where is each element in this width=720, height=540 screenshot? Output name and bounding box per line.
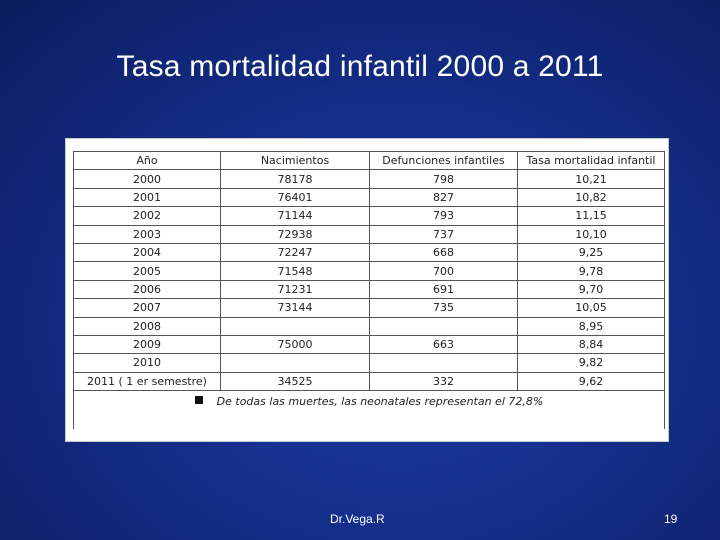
- cell-births: 72247: [220, 242, 370, 263]
- cell-year: 2011 ( 1 er semestre): [73, 371, 221, 392]
- header-births: Nacimientos: [220, 150, 370, 171]
- header-deaths: Defunciones infantiles: [369, 150, 518, 171]
- cell-deaths: 663: [369, 334, 518, 355]
- blank-row: [73, 411, 665, 430]
- table-row: 2004 72247 668 9,25: [73, 242, 665, 263]
- note-text: De todas las muertes, las neonatales rep…: [216, 394, 544, 408]
- slide-title: Tasa mortalidad infantil 2000 a 2011: [116, 50, 604, 83]
- cell-rate: 9,62: [517, 371, 665, 392]
- cell-rate: 8,84: [517, 334, 665, 355]
- note-row: De todas las muertes, las neonatales rep…: [73, 390, 665, 412]
- cell-year: 2007: [73, 298, 221, 318]
- table-row: 2009 75000 663 8,84: [73, 334, 665, 355]
- cell-births: 71548: [220, 261, 370, 281]
- cell-births: [220, 316, 370, 336]
- cell-deaths: 798: [369, 169, 518, 189]
- cell-deaths: 700: [369, 261, 518, 281]
- cell-year: 2000: [73, 169, 221, 189]
- cell-rate: 10,10: [517, 224, 665, 244]
- cell-year: 2009: [73, 334, 221, 355]
- cell-rate: 9,78: [517, 261, 665, 281]
- cell-births: 71144: [220, 206, 370, 226]
- cell-year: 2001: [73, 187, 221, 208]
- table-image: Año Nacimientos Defunciones infantiles T…: [65, 138, 669, 442]
- cell-births: 78178: [220, 169, 370, 189]
- cell-births: [220, 353, 370, 373]
- cell-year: 2002: [73, 206, 221, 226]
- cell-deaths: [369, 353, 518, 373]
- cell-deaths: 793: [369, 206, 518, 226]
- table-row: 2008 8,95: [73, 316, 665, 336]
- table-row: 2003 72938 737 10,10: [73, 224, 665, 244]
- cell-rate: 10,05: [517, 298, 665, 318]
- cell-rate: 11,15: [517, 206, 665, 226]
- cell-year: 2006: [73, 279, 221, 300]
- table-row: 2002 71144 793 11,15: [73, 206, 665, 226]
- table-row: 2006 71231 691 9,70: [73, 279, 665, 300]
- header-year: Año: [73, 150, 221, 171]
- cell-rate: 9,82: [517, 353, 665, 373]
- cell-births: 76401: [220, 187, 370, 208]
- table-header-row: Año Nacimientos Defunciones infantiles T…: [73, 150, 665, 171]
- square-bullet-icon: [194, 395, 203, 404]
- page-number: 19: [664, 512, 678, 526]
- blank-cell: [73, 411, 665, 430]
- cell-births: 71231: [220, 279, 370, 300]
- cell-deaths: [369, 316, 518, 336]
- cell-rate: 9,70: [517, 279, 665, 300]
- cell-year: 2003: [73, 224, 221, 244]
- cell-deaths: 691: [369, 279, 518, 300]
- table-row: 2010 9,82: [73, 353, 665, 373]
- cell-rate: 9,25: [517, 242, 665, 263]
- cell-rate: 10,21: [517, 169, 665, 189]
- mortality-table: Año Nacimientos Defunciones infantiles T…: [73, 150, 665, 430]
- table-row: 2005 71548 700 9,78: [73, 261, 665, 281]
- table-row: 2000 78178 798 10,21: [73, 169, 665, 189]
- cell-births: 34525: [220, 371, 370, 392]
- note-cell: De todas las muertes, las neonatales rep…: [73, 390, 665, 412]
- footer-author: Dr.Vega.R: [330, 512, 385, 526]
- table-row: 2001 76401 827 10,82: [73, 187, 665, 208]
- cell-year: 2005: [73, 261, 221, 281]
- cell-year: 2004: [73, 242, 221, 263]
- cell-deaths: 332: [369, 371, 518, 392]
- cell-deaths: 827: [369, 187, 518, 208]
- header-rate: Tasa mortalidad infantil: [517, 150, 665, 171]
- cell-deaths: 737: [369, 224, 518, 244]
- table-row: 2011 ( 1 er semestre) 34525 332 9,62: [73, 371, 665, 392]
- cell-births: 73144: [220, 298, 370, 318]
- cell-births: 72938: [220, 224, 370, 244]
- cell-deaths: 668: [369, 242, 518, 263]
- cell-year: 2010: [73, 353, 221, 373]
- cell-rate: 8,95: [517, 316, 665, 336]
- cell-deaths: 735: [369, 298, 518, 318]
- cell-rate: 10,82: [517, 187, 665, 208]
- cell-births: 75000: [220, 334, 370, 355]
- table-row: 2007 73144 735 10,05: [73, 298, 665, 318]
- cell-year: 2008: [73, 316, 221, 336]
